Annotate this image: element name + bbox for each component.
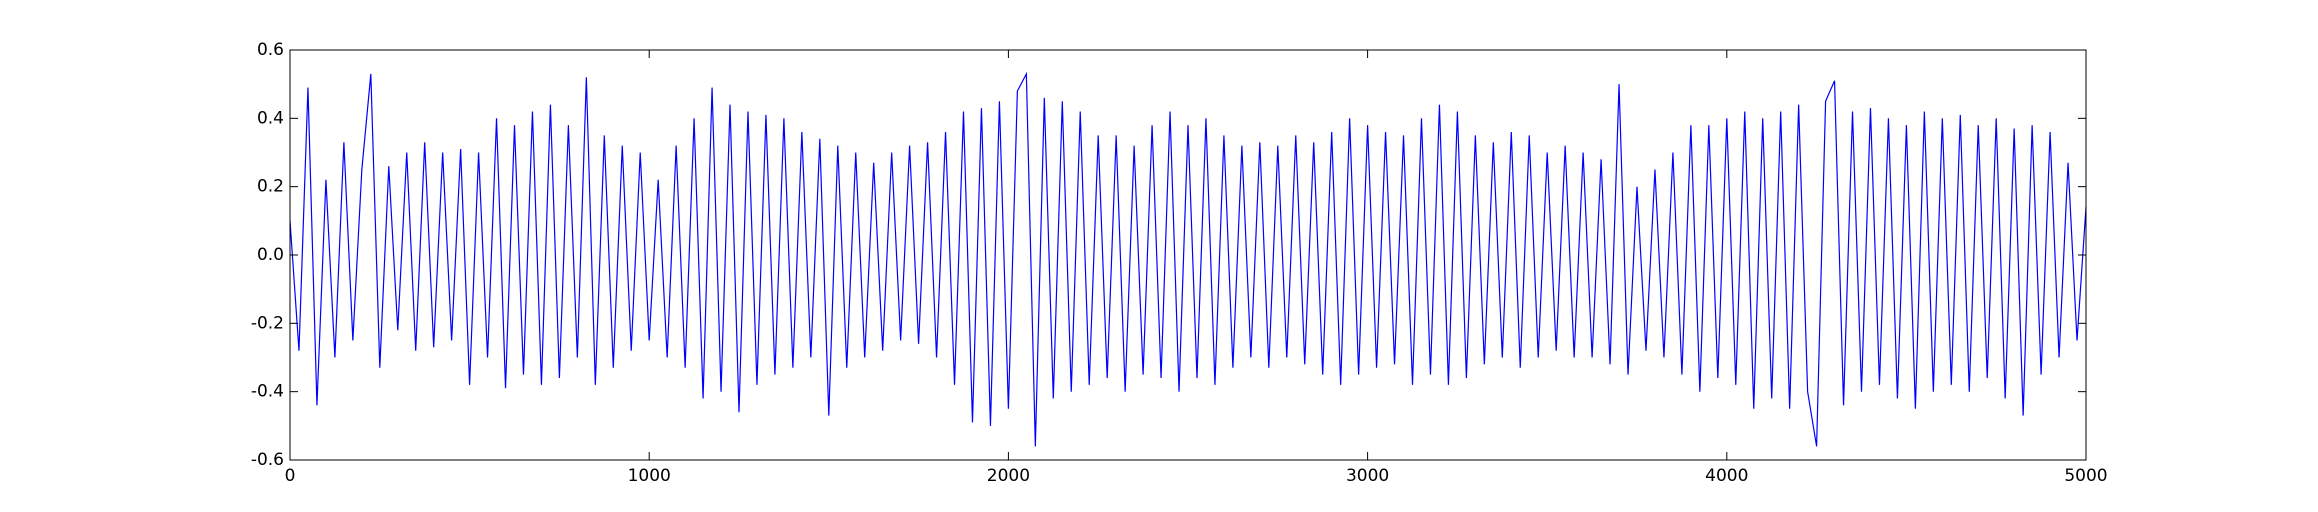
- x-tick-label: 0: [285, 466, 296, 486]
- y-tick-label: 0.0: [257, 245, 284, 265]
- y-tick-label: -0.4: [251, 382, 284, 402]
- x-tick-label: 2000: [987, 466, 1030, 486]
- x-tick-label: 5000: [2064, 466, 2107, 486]
- y-tick-label: -0.2: [251, 313, 284, 333]
- data-line: [289, 71, 2087, 447]
- y-tick-label: 0.2: [257, 177, 284, 197]
- x-tick-label: 3000: [1346, 466, 1389, 486]
- x-tick-label: 1000: [628, 466, 671, 486]
- y-tick-label: -0.6: [251, 450, 284, 470]
- x-tick-label: 4000: [1705, 466, 1748, 486]
- y-tick-label: 0.4: [257, 108, 284, 128]
- y-tick-label: 0.6: [257, 40, 284, 60]
